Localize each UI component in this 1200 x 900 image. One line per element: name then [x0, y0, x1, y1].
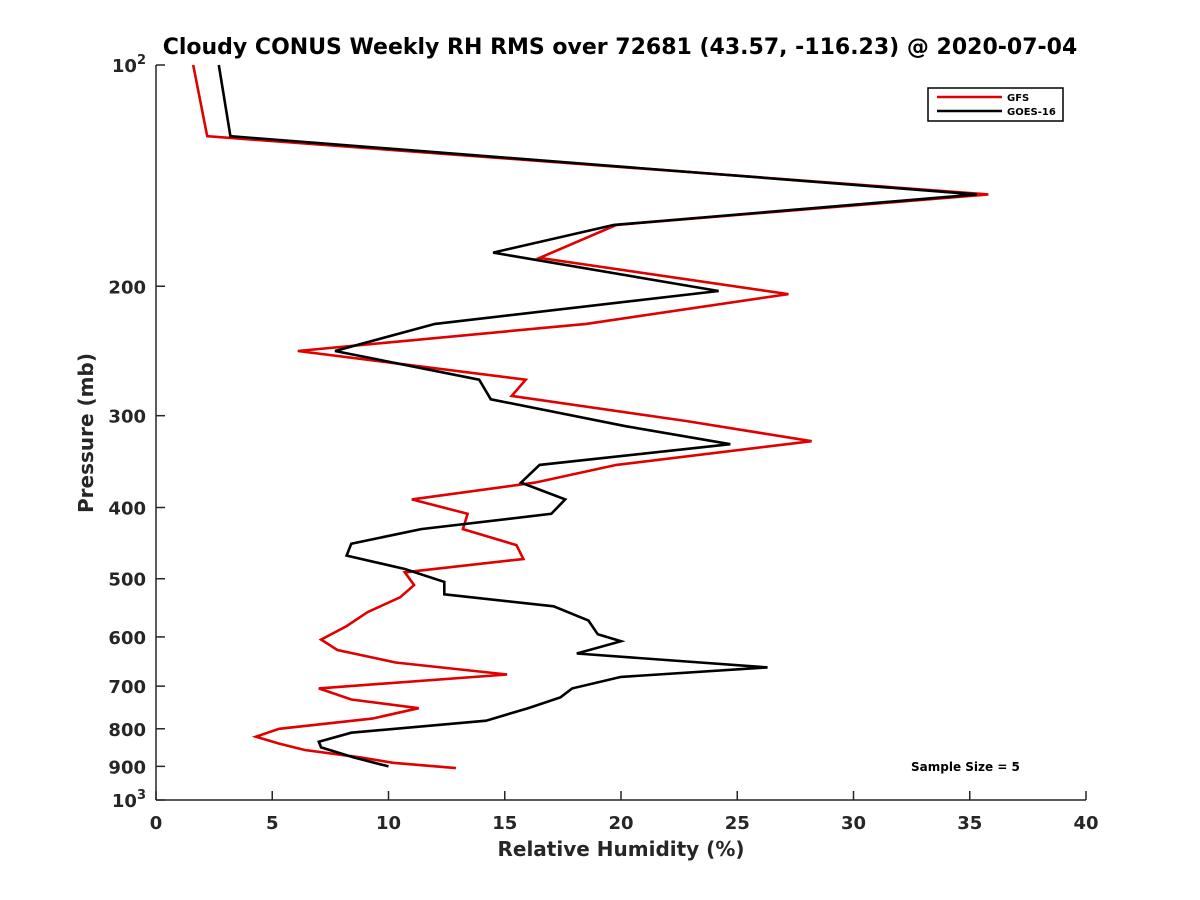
sample-size-annotation: Sample Size = 5: [911, 760, 1020, 774]
y-tick-label: 200: [108, 277, 146, 298]
series-line-gfs: [191, 64, 989, 770]
x-axis-ticks: 0 5 10 15 20 25 30 35 40: [150, 791, 1099, 834]
x-tick-label: 35: [957, 813, 982, 834]
x-tick-label: 25: [725, 813, 750, 834]
x-tick-label: 5: [266, 813, 279, 834]
x-axis-label: Relative Humidity (%): [497, 837, 744, 861]
x-tick-label: 20: [608, 813, 633, 834]
y-axis-label: Pressure (mb): [74, 353, 98, 513]
x-tick-label: 40: [1073, 813, 1098, 834]
series-layer: [191, 64, 989, 770]
y-tick-label: 300: [108, 407, 146, 428]
y-tick-label: 400: [108, 499, 146, 520]
y-axis-ticks: 102 200 300 400 500 600 700 800 900 103: [108, 53, 165, 812]
series-line-goes16: [217, 64, 977, 768]
x-tick-label: 10: [376, 813, 401, 834]
x-tick-label: 30: [841, 813, 866, 834]
chart-title: Cloudy CONUS Weekly RH RMS over 72681 (4…: [163, 35, 1078, 60]
y-tick-label: 700: [108, 677, 146, 698]
y-tick-label: 800: [108, 720, 146, 741]
x-tick-label: 15: [492, 813, 517, 834]
legend-label-gfs: GFS: [1007, 93, 1029, 104]
y-tick-label: 103: [112, 788, 146, 812]
y-tick-label: 600: [108, 628, 146, 649]
legend: GFS GOES-16: [927, 87, 1064, 122]
y-tick-label: 500: [108, 570, 146, 591]
y-tick-label: 102: [112, 53, 146, 77]
x-tick-label: 0: [150, 813, 163, 834]
legend-label-goes16: GOES-16: [1007, 107, 1056, 118]
legend-box: [927, 87, 1064, 122]
y-tick-label: 900: [108, 757, 146, 778]
